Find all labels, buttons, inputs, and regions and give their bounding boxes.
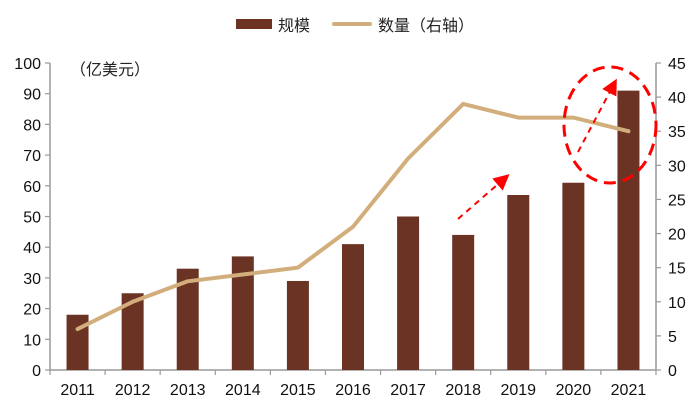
growth-arrow-annotation bbox=[577, 78, 617, 153]
left-axis-tick-label: 80 bbox=[23, 117, 41, 134]
x-axis-tick-label: 2017 bbox=[390, 382, 426, 399]
bar-2019 bbox=[507, 195, 530, 370]
bar-2018 bbox=[452, 234, 475, 370]
legend-line-label: 数量（右轴） bbox=[378, 16, 475, 35]
legend-item-count: 数量（右轴） bbox=[332, 12, 474, 36]
right-axis-tick-label: 15 bbox=[668, 261, 686, 278]
left-axis-tick-label: 50 bbox=[23, 210, 41, 227]
right-axis-tick-label: 20 bbox=[668, 227, 686, 244]
left-axis-tick-label: 100 bbox=[14, 56, 41, 73]
x-axis-tick-label: 2011 bbox=[60, 382, 95, 399]
right-axis-tick-label: 5 bbox=[668, 329, 677, 346]
x-axis-tick-label: 2016 bbox=[335, 382, 371, 399]
right-axis-tick-label: 10 bbox=[668, 295, 686, 312]
legend-line-swatch bbox=[332, 22, 373, 26]
left-axis-tick-label: 70 bbox=[23, 148, 41, 165]
bar-2020 bbox=[562, 182, 585, 370]
left-axis-tick-label: 30 bbox=[23, 271, 41, 288]
left-axis-tick-label: 0 bbox=[32, 363, 41, 380]
right-axis-tick-label: 45 bbox=[668, 56, 686, 73]
bar-2012 bbox=[121, 293, 144, 370]
highlight-ellipse-annotation bbox=[562, 65, 658, 185]
x-axis-tick-label: 2020 bbox=[556, 382, 592, 399]
right-axis-tick-label: 0 bbox=[668, 363, 677, 380]
bar-2015 bbox=[286, 280, 309, 370]
count-line bbox=[75, 101, 631, 332]
bar-2013 bbox=[176, 268, 199, 370]
right-axis-tick-label: 40 bbox=[668, 90, 686, 107]
bar-2016 bbox=[342, 244, 364, 370]
x-axis-tick-label: 2014 bbox=[225, 382, 261, 399]
left-axis-tick-label: 40 bbox=[23, 240, 41, 257]
x-axis-tick-label: 2021 bbox=[611, 382, 647, 399]
legend-item-scale: 规模 bbox=[236, 12, 310, 36]
left-axis-tick-label: 60 bbox=[23, 179, 41, 196]
right-axis-tick-label: 25 bbox=[668, 192, 686, 209]
x-axis-tick-label: 2015 bbox=[280, 382, 316, 399]
x-axis-tick-label: 2013 bbox=[170, 382, 206, 399]
left-axis-tick-label: 10 bbox=[23, 332, 41, 349]
bar-2017 bbox=[397, 216, 420, 370]
right-axis-tick-label: 35 bbox=[668, 124, 686, 141]
left-axis-tick-label: 90 bbox=[23, 87, 41, 104]
x-axis-tick-label: 2018 bbox=[445, 382, 481, 399]
left-axis-unit-label: （亿美元） bbox=[70, 60, 151, 79]
bar-2014 bbox=[231, 256, 254, 370]
right-axis-tick-label: 30 bbox=[668, 158, 686, 175]
legend-bar-swatch bbox=[236, 19, 272, 29]
x-axis-tick-label: 2019 bbox=[500, 382, 536, 399]
left-axis-tick-label: 20 bbox=[23, 302, 41, 319]
bar-2021 bbox=[617, 90, 640, 370]
x-axis-tick-label: 2012 bbox=[115, 382, 151, 399]
legend-bar-label: 规模 bbox=[278, 16, 311, 35]
chart-legend: 规模 数量（右轴） bbox=[236, 12, 496, 36]
trend-arrow-annotation bbox=[457, 174, 510, 220]
